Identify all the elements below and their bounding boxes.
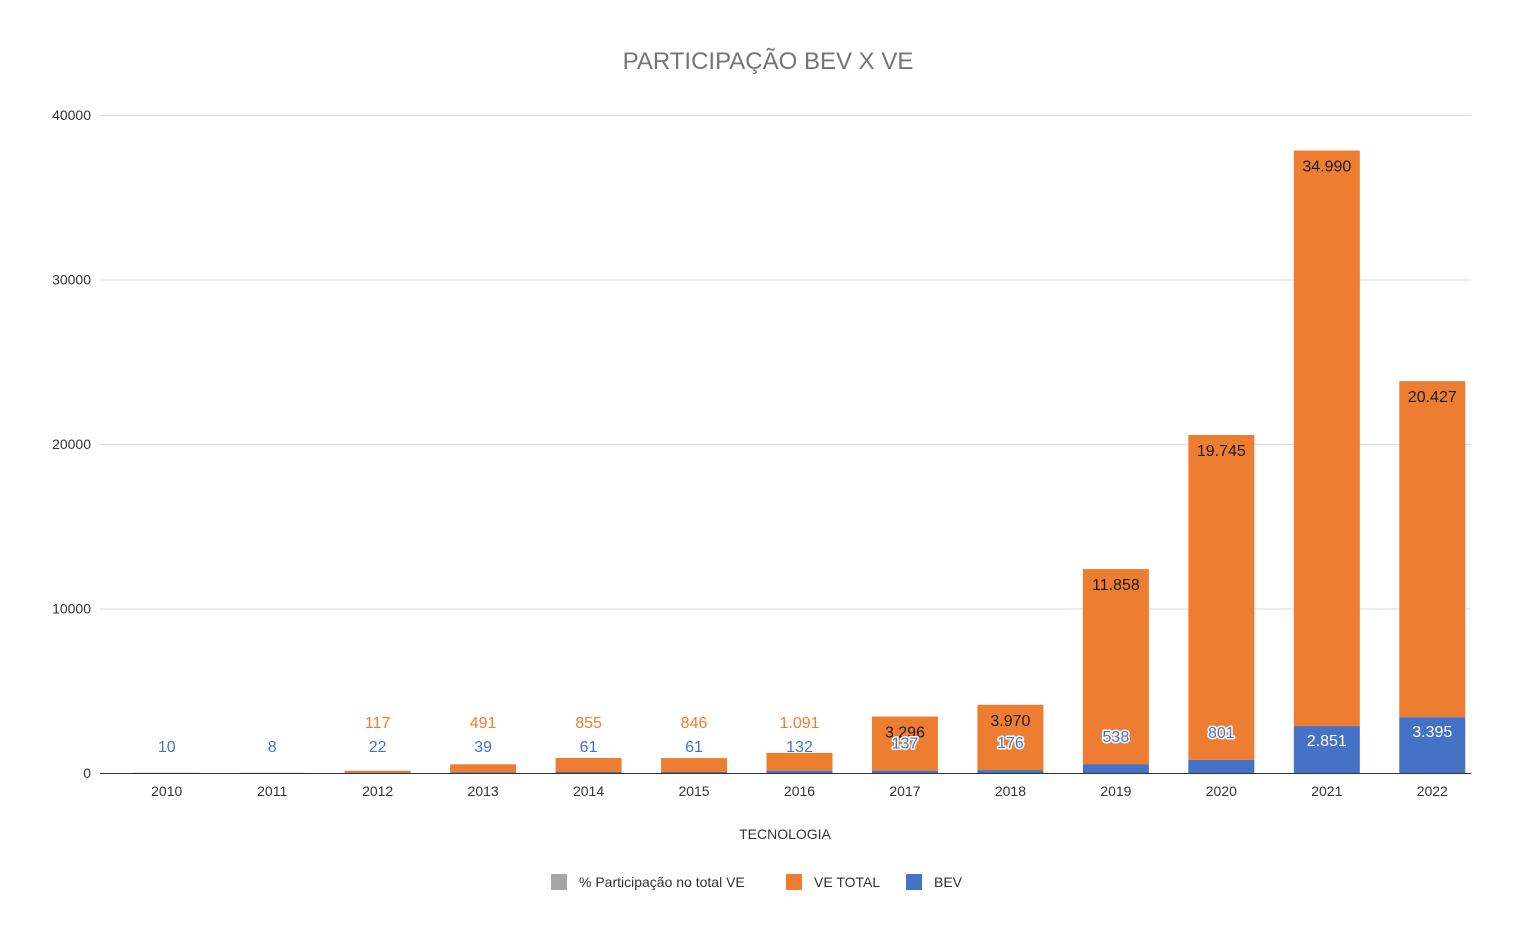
data-label-ve-total: 1.091	[779, 715, 819, 732]
y-tick-label: 0	[83, 765, 91, 781]
data-label-ve-total: 117	[365, 715, 391, 732]
data-label-bev: 176	[997, 735, 1024, 752]
data-label-bev-halo: 801	[1208, 725, 1235, 742]
legend-swatch	[906, 874, 922, 890]
x-tick-label: 2022	[1417, 783, 1448, 799]
bar-ve-total	[344, 770, 411, 773]
data-label-ve-total: 19.745	[1197, 443, 1246, 460]
x-axis-title: TECNOLOGIA	[739, 826, 831, 842]
data-label-bev: 801	[1208, 725, 1235, 742]
bar-ve-total	[1399, 381, 1466, 718]
x-tick-label: 2021	[1311, 783, 1342, 799]
bar-ve-total	[1293, 150, 1360, 727]
bar-ve-total	[555, 757, 622, 772]
y-tick-label: 40000	[52, 107, 91, 123]
bar-ve-total	[1082, 569, 1149, 765]
data-label-bev: 137	[892, 736, 919, 753]
bar-bev	[1399, 717, 1466, 773]
data-label-ve-total: 11.858	[1092, 577, 1140, 594]
data-label-ve-total: 34.990	[1302, 159, 1351, 176]
bar-bev	[1082, 764, 1149, 773]
bar-bev	[450, 772, 517, 773]
bar-bev	[344, 772, 411, 774]
x-tick-label: 2016	[784, 783, 815, 799]
y-tick-label: 20000	[52, 436, 91, 452]
bar-ve-total	[1188, 435, 1255, 760]
y-axis-ticks: 0 10000 20000 30000 40000	[52, 107, 91, 781]
data-label-bev-halo: 137	[892, 736, 919, 753]
bar-ve-total	[661, 758, 728, 772]
y-tick-label: 10000	[52, 601, 91, 617]
x-tick-label: 2017	[889, 783, 920, 799]
bar-bev	[661, 771, 728, 773]
x-tick-label: 2012	[362, 783, 393, 799]
bar-ve-total	[871, 716, 938, 771]
x-tick-label: 2019	[1100, 783, 1131, 799]
x-tick-label: 2015	[678, 783, 709, 799]
data-label-bev: 39	[474, 739, 492, 756]
data-label-bev: 10	[158, 739, 176, 756]
y-tick-label: 30000	[52, 272, 91, 288]
data-label-ve-total: 855	[575, 715, 602, 732]
bar-ve-total	[450, 764, 517, 773]
legend-label: % Participação no total VE	[579, 874, 745, 890]
data-label-bev: 61	[580, 739, 598, 756]
legend-label: VE TOTAL	[814, 874, 880, 890]
data-label-bev-halo: 538	[1103, 729, 1130, 746]
data-label-ve-total: 3.296	[885, 725, 925, 742]
bar-ve-total	[766, 752, 833, 771]
data-label-ve-total: 20.427	[1408, 389, 1457, 406]
bar-bev	[977, 770, 1044, 773]
x-tick-label: 2014	[573, 783, 604, 799]
data-label-bev-halo: 176	[997, 735, 1024, 752]
bars	[133, 150, 1466, 774]
data-label-bev: 22	[369, 739, 387, 756]
bar-bev	[555, 771, 622, 773]
data-label-bev: 61	[685, 739, 703, 756]
x-tick-label: 2013	[468, 783, 499, 799]
x-tick-label: 2020	[1206, 783, 1237, 799]
x-tick-label: 2018	[995, 783, 1026, 799]
data-label-bev: 132	[786, 739, 813, 756]
legend-swatch	[786, 874, 802, 890]
chart-title: PARTICIPAÇÃO BEV X VE	[623, 48, 914, 75]
data-label-ve-total: 3.970	[990, 713, 1030, 730]
bar-bev	[1188, 759, 1255, 773]
legend: % Participação no total VE VE TOTAL BEV	[551, 874, 963, 890]
x-tick-label: 2010	[151, 783, 182, 799]
x-axis-ticks: 2010 2011 2012 2013 2014 2015 2016 2017 2018 2019…	[151, 783, 1448, 799]
data-label-bev: 3.395	[1412, 724, 1452, 741]
data-label-bev: 8	[268, 739, 277, 756]
legend-label: BEV	[934, 874, 963, 890]
bar-bev	[871, 770, 938, 773]
legend-swatch	[551, 874, 567, 890]
data-label-bev: 2.851	[1307, 733, 1347, 750]
bar-ve-total	[977, 704, 1044, 771]
data-label-bev: 538	[1103, 729, 1130, 746]
data-label-ve-total: 846	[681, 715, 708, 732]
bar-bev	[1293, 726, 1360, 773]
gridlines	[100, 115, 1471, 610]
data-label-ve-total: 491	[470, 715, 497, 732]
x-tick-label: 2011	[257, 783, 287, 799]
bar-bev	[766, 770, 833, 773]
